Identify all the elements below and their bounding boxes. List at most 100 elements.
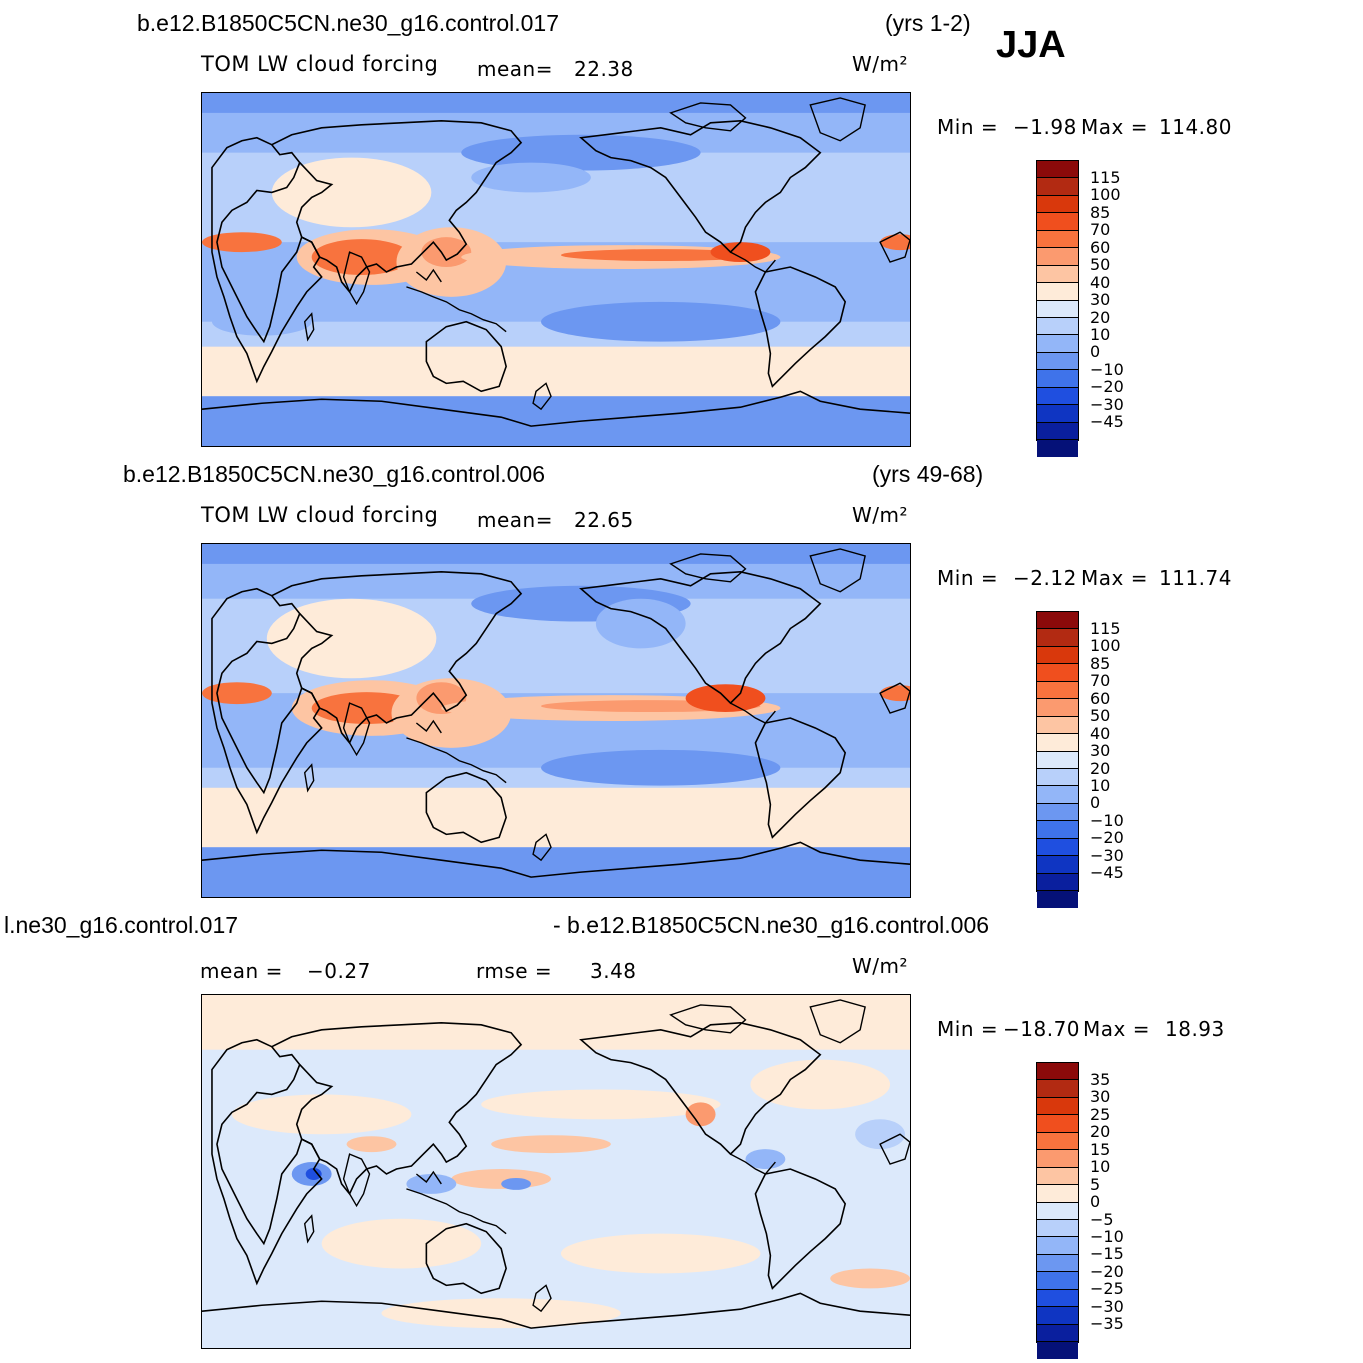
colorbar-tick-label: −10 (1090, 1226, 1124, 1246)
colorbar-swatch (1037, 786, 1078, 804)
colorbar-tick-label: 15 (1090, 1139, 1111, 1159)
colorbar-tick-label: 100 (1090, 185, 1121, 205)
colorbar-tick-label: −20 (1090, 1261, 1124, 1281)
panel2-min-value: −2.12 (1013, 566, 1077, 590)
panel3-min-value: −18.70 (1003, 1017, 1081, 1041)
colorbar-swatch (1037, 1307, 1078, 1325)
colorbar-swatch (1037, 1185, 1078, 1203)
colorbar-tick-label: 50 (1090, 706, 1111, 726)
colorbar-tick-label: 30 (1090, 290, 1111, 310)
panel3-map (201, 994, 911, 1349)
colorbar-swatch (1037, 1237, 1078, 1255)
colorbar-swatch (1037, 335, 1078, 353)
panel3-max-label: Max = (1083, 1017, 1150, 1041)
colorbar-swatch (1037, 1115, 1078, 1133)
colorbar-swatch (1037, 716, 1078, 735)
panel2-max-value: 111.74 (1159, 566, 1232, 590)
colorbar-tick-label: 70 (1090, 220, 1111, 240)
panel3-rmse-value: 3.48 (590, 959, 637, 983)
colorbar-tick-label: 70 (1090, 671, 1111, 691)
colorbar-swatch (1037, 195, 1078, 214)
colorbar-swatch (1037, 178, 1078, 196)
panel1-years: (yrs 1-2) (885, 10, 971, 36)
panel1-units: W/m² (852, 52, 909, 76)
colorbar-swatch (1037, 1289, 1078, 1308)
panel3-colorbar (1036, 1062, 1079, 1360)
colorbar-swatch (1037, 1342, 1078, 1360)
colorbar-swatch (1037, 1080, 1078, 1098)
panel2-case-name: b.e12.B1850C5CN.ne30_g16.control.006 (123, 461, 545, 487)
colorbar-swatch (1037, 248, 1078, 266)
colorbar-swatch (1037, 1063, 1078, 1081)
colorbar-swatch (1037, 1150, 1078, 1168)
colorbar-swatch (1037, 370, 1078, 388)
panel3-max-value: 18.93 (1165, 1017, 1225, 1041)
colorbar-tick-label: −5 (1090, 1209, 1114, 1229)
panel3-units: W/m² (852, 954, 909, 978)
colorbar-swatch (1037, 440, 1078, 458)
colorbar-tick-label: 25 (1090, 1104, 1111, 1124)
colorbar-tick-label: 115 (1090, 619, 1121, 638)
colorbar-swatch (1037, 387, 1078, 406)
colorbar-swatch (1037, 734, 1078, 752)
colorbar-swatch (1037, 1254, 1078, 1273)
panel1-map (201, 92, 911, 447)
colorbar-swatch (1037, 612, 1078, 630)
colorbar-swatch (1037, 283, 1078, 301)
panel3-mean-value: −0.27 (307, 959, 371, 983)
colorbar-tick-label: 85 (1090, 202, 1111, 222)
panel3-mean-label: mean = (200, 959, 283, 983)
colorbar-swatch (1037, 1132, 1078, 1151)
colorbar-swatch (1037, 681, 1078, 700)
colorbar-tick-label: 5 (1090, 1174, 1101, 1194)
colorbar-tick-label: 35 (1090, 1070, 1111, 1089)
colorbar-swatch (1037, 230, 1078, 249)
colorbar-tick-label: 30 (1090, 741, 1111, 761)
panel2-colorbar (1036, 611, 1079, 909)
colorbar-swatch (1037, 699, 1078, 717)
colorbar-swatch (1037, 405, 1078, 423)
colorbar-tick-label: 40 (1090, 272, 1111, 292)
panel1-max-value: 114.80 (1159, 115, 1232, 139)
colorbar-tick-label: 40 (1090, 723, 1111, 743)
panel2-years: (yrs 49-68) (872, 461, 984, 487)
colorbar-tick-label: 20 (1090, 758, 1111, 778)
panel1-min-value: −1.98 (1013, 115, 1077, 139)
panel2-map (201, 543, 911, 898)
colorbar-tick-label: −45 (1090, 863, 1124, 883)
panel2-units: W/m² (852, 503, 909, 527)
colorbar-swatch (1037, 1167, 1078, 1186)
colorbar-swatch (1037, 161, 1078, 179)
colorbar-tick-label: 50 (1090, 255, 1111, 275)
colorbar-tick-label: 10 (1090, 324, 1111, 344)
panel2-min-label: Min = (937, 566, 999, 590)
panel1-min-label: Min = (937, 115, 999, 139)
panel2-variable: TOM LW cloud forcing (201, 503, 439, 527)
colorbar-tick-label: 60 (1090, 237, 1111, 257)
colorbar-tick-label: 10 (1090, 775, 1111, 795)
panel3-case-right: - b.e12.B1850C5CN.ne30_g16.control.006 (553, 912, 990, 938)
colorbar-tick-label: 100 (1090, 636, 1121, 656)
colorbar-swatch (1037, 768, 1078, 787)
season-label: JJA (996, 24, 1066, 66)
colorbar-tick-label: 0 (1090, 793, 1101, 813)
colorbar-tick-label: −20 (1090, 377, 1124, 397)
panel3-rmse-label: rmse = (476, 959, 553, 983)
colorbar-swatch (1037, 1324, 1078, 1342)
panel1-case-name: b.e12.B1850C5CN.ne30_g16.control.017 (137, 10, 559, 36)
colorbar-tick-label: 60 (1090, 688, 1111, 708)
colorbar-swatch (1037, 422, 1078, 440)
colorbar-swatch (1037, 1202, 1078, 1220)
colorbar-tick-label: 0 (1090, 1192, 1101, 1212)
colorbar-swatch (1037, 1219, 1078, 1238)
colorbar-swatch (1037, 1272, 1078, 1290)
colorbar-swatch (1037, 646, 1078, 665)
colorbar-swatch (1037, 265, 1078, 284)
colorbar-swatch (1037, 300, 1078, 318)
colorbar-tick-label: 10 (1090, 1157, 1111, 1177)
colorbar-tick-label: 20 (1090, 1122, 1111, 1142)
colorbar-tick-label: −30 (1090, 1296, 1124, 1316)
panel3-min-label: Min = (937, 1017, 999, 1041)
colorbar-swatch (1037, 856, 1078, 874)
colorbar-swatch (1037, 629, 1078, 647)
